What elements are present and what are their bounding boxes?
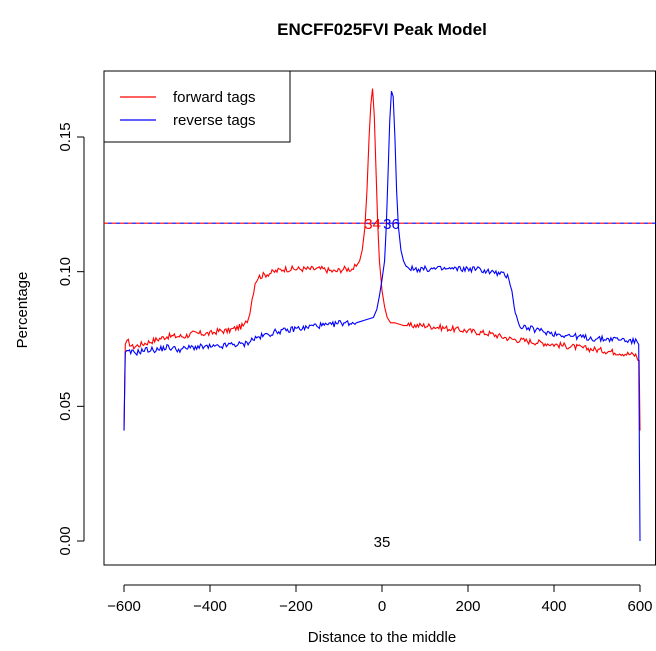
y-tick-label: 0.15 — [57, 122, 74, 151]
legend-label-reverse-tags: reverse tags — [173, 112, 256, 129]
x-axis-label: Distance to the middle — [308, 629, 456, 646]
plot-frame — [103, 70, 656, 566]
y-tick-label: 0.10 — [57, 257, 74, 286]
x-tick-label: −200 — [279, 598, 313, 615]
annotation-label: 36 — [383, 216, 400, 233]
x-tick-label: 400 — [541, 598, 566, 615]
legend: forward tags reverse tags — [103, 70, 291, 143]
plot-area — [77, 70, 656, 592]
legend-box — [103, 70, 291, 143]
x-tick-label: −400 — [193, 598, 227, 615]
chart-title: ENCFF025FVI Peak Model — [277, 20, 487, 39]
x-tick-label: 600 — [627, 598, 652, 615]
x-tick-label: −600 — [107, 598, 141, 615]
x-tick-label: 200 — [455, 598, 480, 615]
y-tick-label: 0.00 — [57, 526, 74, 555]
series-line-reverse-tags — [123, 91, 641, 542]
y-axis-label: Percentage — [14, 272, 31, 349]
annotation-label: 35 — [374, 534, 391, 551]
annotation-label: 34 — [364, 216, 381, 233]
y-tick-label: 0.05 — [57, 392, 74, 421]
x-tick-label: 0 — [378, 598, 386, 615]
series-line-forward-tags — [123, 88, 641, 431]
legend-label-forward-tags: forward tags — [173, 89, 256, 106]
